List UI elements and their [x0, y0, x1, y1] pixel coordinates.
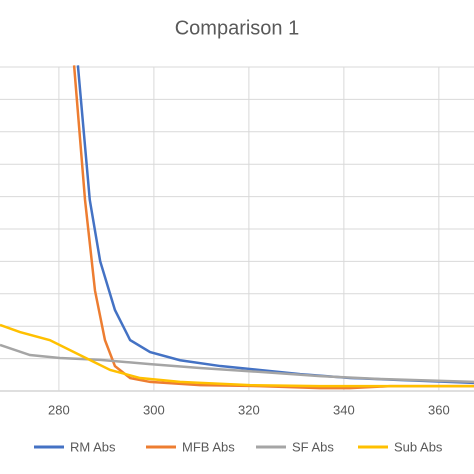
line	[0, 343, 474, 384]
legend-label: Sub Abs	[394, 439, 443, 454]
plot-area	[0, 65, 474, 390]
legend-label: MFB Abs	[182, 439, 235, 454]
x-tick-label: 280	[48, 402, 70, 417]
x-tick-label: 360	[428, 402, 450, 417]
chart-title: Comparison 1	[175, 17, 300, 39]
legend-label: SF Abs	[292, 439, 334, 454]
x-tick-label: 340	[333, 402, 355, 417]
line	[72, 65, 474, 390]
x-tick-label: 300	[143, 402, 165, 417]
line	[0, 323, 474, 388]
line	[76, 65, 474, 385]
legend-label: RM Abs	[70, 439, 116, 454]
x-tick-label: 320	[238, 402, 260, 417]
